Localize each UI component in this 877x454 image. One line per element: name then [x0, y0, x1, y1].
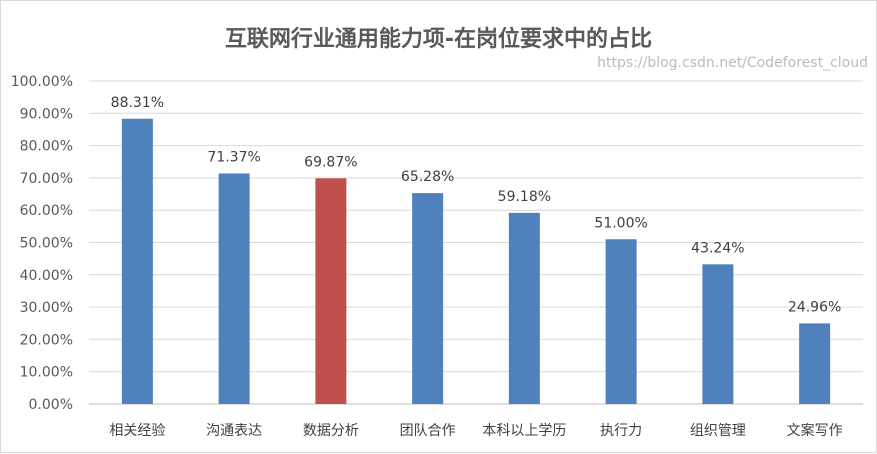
y-tick-label: 70.00%: [20, 171, 73, 187]
data-label: 24.96%: [788, 299, 841, 315]
y-tick-label: 30.00%: [20, 300, 73, 316]
y-tick-label: 40.00%: [20, 268, 73, 284]
chart-title: 互联网行业通用能力项-在岗位要求中的占比: [224, 27, 653, 52]
watermark: https://blog.csdn.net/Codeforest_cloud: [597, 55, 868, 71]
data-label: 69.87%: [304, 154, 357, 170]
x-tick-label: 相关经验: [109, 423, 165, 439]
x-tick-label: 执行力: [600, 423, 642, 439]
x-tick-label: 团队合作: [400, 423, 456, 439]
y-tick-label: 100.00%: [11, 74, 73, 90]
bar: [799, 323, 831, 404]
x-tick-label: 本科以上学历: [482, 423, 566, 439]
bar: [702, 264, 734, 404]
data-label: 51.00%: [594, 215, 647, 231]
x-tick-label: 沟通表达: [206, 423, 262, 439]
bar: [218, 173, 250, 404]
y-tick-label: 50.00%: [20, 236, 73, 252]
bar: [121, 118, 153, 404]
y-tick-label: 90.00%: [20, 106, 73, 122]
bar: [315, 178, 347, 404]
bar: [605, 239, 637, 404]
x-tick-label: 文案写作: [787, 422, 843, 439]
y-tick-label: 20.00%: [20, 332, 73, 348]
data-label: 59.18%: [498, 189, 551, 205]
bar: [412, 193, 444, 404]
y-tick-label: 80.00%: [20, 139, 73, 155]
x-tick-label: 组织管理: [690, 423, 746, 439]
y-tick-label: 0.00%: [29, 397, 73, 413]
data-label: 43.24%: [691, 240, 744, 256]
y-tick-label: 60.00%: [20, 203, 73, 219]
x-tick-label: 数据分析: [303, 423, 359, 439]
y-tick-label: 10.00%: [20, 365, 73, 381]
data-label: 65.28%: [401, 169, 454, 185]
bar: [508, 212, 540, 404]
data-label: 71.37%: [207, 149, 260, 165]
data-label: 88.31%: [111, 95, 164, 111]
